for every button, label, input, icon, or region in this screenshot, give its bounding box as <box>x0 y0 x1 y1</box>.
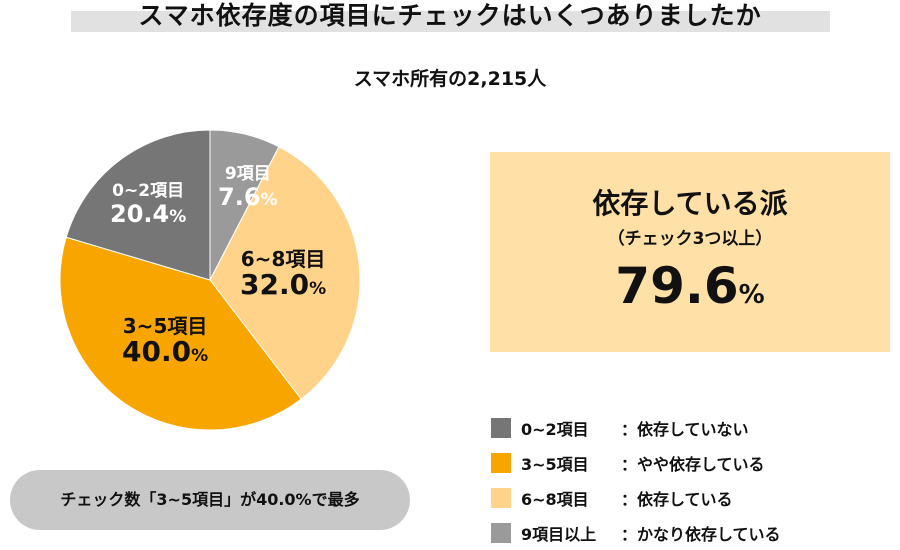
label-6-8: 6~8項目 32.0% <box>240 247 327 301</box>
note-badge: チェック数「3~5項目」が40.0%で最多 <box>10 470 410 530</box>
pie-slice <box>209 146 361 400</box>
summary-heading: 依存している派 <box>592 187 788 220</box>
legend-swatch <box>491 452 511 473</box>
label-9: 9項目 7.6% <box>218 164 278 211</box>
pie-slice <box>59 236 302 431</box>
legend: 0~2項目 ：依存していない 3~5項目 ：やや依存している 6~8項目 ：依存してい… <box>491 410 781 550</box>
summary-value: 79.6% <box>615 257 765 315</box>
pie-slice <box>65 129 211 281</box>
chart-subtitle: スマホ所有の2,215人 <box>353 68 547 90</box>
legend-item: 0~2項目 ：依存していない <box>491 410 781 445</box>
legend-swatch <box>491 522 511 543</box>
chart-title: スマホ依存度の項目にチェックはいくつありましたか <box>138 1 762 30</box>
legend-swatch <box>491 417 511 438</box>
label-3-5: 3~5項目 40.0% <box>122 314 209 368</box>
legend-item: 3~5項目 ：やや依存している <box>491 445 781 480</box>
legend-item: 9項目以上 ：かなり依存している <box>491 515 781 550</box>
legend-swatch <box>491 487 511 508</box>
label-0-2: 0~2項目 20.4% <box>110 181 187 228</box>
summary-sub: （チェック3つ以上） <box>607 229 773 249</box>
pie-chart <box>59 129 361 431</box>
legend-item: 6~8項目 ：依存している <box>491 480 781 515</box>
summary-box: 依存している派 （チェック3つ以上） 79.6% <box>490 152 890 352</box>
title-highlight <box>71 11 830 32</box>
